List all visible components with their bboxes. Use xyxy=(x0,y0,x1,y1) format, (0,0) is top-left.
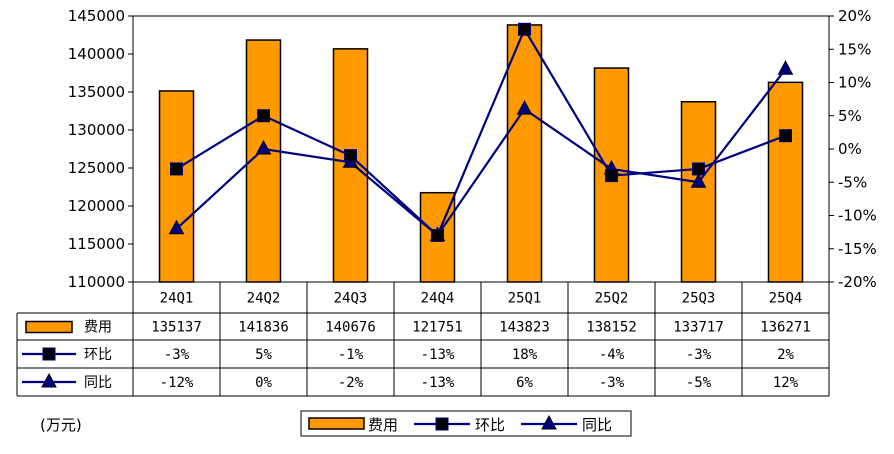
table-cell: -13% xyxy=(421,375,455,391)
row-header-环比: 环比 xyxy=(84,347,112,363)
table-cell: -2% xyxy=(338,375,364,391)
table-cell: 121751 xyxy=(412,320,463,336)
row-header-同比: 同比 xyxy=(84,375,112,391)
legend-label-line-square: 环比 xyxy=(475,416,505,434)
table-cell: -4% xyxy=(599,347,625,363)
legend-key-triangle-marker xyxy=(541,414,557,430)
y-tick-label: 130000 xyxy=(68,121,125,139)
table-cell: 135137 xyxy=(151,320,202,336)
table-cell: -5% xyxy=(686,375,712,391)
table-cell: 136271 xyxy=(760,320,811,336)
table-cell: 141836 xyxy=(238,320,289,336)
line-同比 xyxy=(175,68,787,238)
bar-24Q2 xyxy=(245,39,282,283)
point-环比-25Q4 xyxy=(779,129,792,143)
y2-tick-label: 20% xyxy=(838,7,871,25)
bars-layer xyxy=(158,24,804,283)
x-tick-label: 25Q4 xyxy=(769,291,803,307)
y-tick-label: 110000 xyxy=(68,273,125,291)
x-tick-label: 24Q2 xyxy=(247,291,281,307)
point-环比-25Q3 xyxy=(692,162,705,176)
table-cell: 5% xyxy=(255,347,272,363)
legend-label-bar: 费用 xyxy=(368,416,398,434)
point-环比-24Q3 xyxy=(344,149,357,163)
table-cell: 18% xyxy=(512,347,538,363)
table-cell: 140676 xyxy=(325,320,376,336)
table-cell: -12% xyxy=(160,375,194,391)
table-cell: -1% xyxy=(338,347,364,363)
row-key-triangle-marker xyxy=(41,372,57,388)
bar-25Q1 xyxy=(506,24,543,283)
unit-label: (万元) xyxy=(40,416,82,434)
legend-key-square-marker xyxy=(435,417,449,431)
legend: 费用 环比 同比 xyxy=(300,410,632,437)
legend-label-line-triangle: 同比 xyxy=(582,416,612,434)
y-tick-label: 135000 xyxy=(68,83,125,101)
y2-tick-label: -5% xyxy=(838,173,867,191)
row-header-费用: 费用 xyxy=(84,320,112,336)
y2-tick-label: -20% xyxy=(838,273,877,291)
y-tick-label: 140000 xyxy=(68,45,125,63)
lines-layer xyxy=(168,22,794,242)
x-tick-label: 25Q2 xyxy=(595,291,629,307)
row-key-bar xyxy=(25,320,73,334)
data-table: 24Q1 24Q2 24Q3 24Q4 25Q1 25Q2 25Q3 25Q4 费用 135137… xyxy=(16,281,830,397)
table-cell: 2% xyxy=(777,347,794,363)
point-同比-25Q1 xyxy=(516,100,533,115)
table-cell: -3% xyxy=(686,347,712,363)
line-环比 xyxy=(175,26,786,238)
table-cell: 133717 xyxy=(673,320,724,336)
table-cell: 6% xyxy=(516,375,533,391)
table-cell: 138152 xyxy=(586,320,637,336)
x-tick-label: 25Q1 xyxy=(508,291,542,307)
x-tick-label: 24Q4 xyxy=(421,291,455,307)
table-cell: 12% xyxy=(773,375,799,391)
point-环比-25Q2 xyxy=(605,169,618,183)
point-环比-24Q2 xyxy=(257,109,270,123)
point-同比-25Q4 xyxy=(777,60,794,75)
y2-tick-label: 5% xyxy=(838,107,862,125)
axes-layer: 110000 115000 120000 125000 130000 135000 1400… xyxy=(68,7,877,291)
y2-tick-label: 10% xyxy=(838,74,871,92)
table-cell: 143823 xyxy=(499,320,550,336)
bar-24Q1 xyxy=(158,90,195,283)
table-cell: -13% xyxy=(421,347,455,363)
y2-tick-label: 0% xyxy=(838,140,862,158)
bar-25Q3 xyxy=(680,101,717,283)
point-环比-24Q1 xyxy=(170,162,183,176)
point-同比-25Q3 xyxy=(690,173,707,188)
y2-tick-label: -10% xyxy=(838,207,877,225)
x-tick-label: 24Q3 xyxy=(334,291,368,307)
y-tick-label: 115000 xyxy=(68,235,125,253)
point-环比-24Q4 xyxy=(431,228,444,242)
table-cell: 0% xyxy=(255,375,272,391)
table-cell: -3% xyxy=(599,375,625,391)
legend-key-bar xyxy=(308,417,365,430)
row-key-square-marker xyxy=(42,347,56,361)
y2-tick-label: -15% xyxy=(838,240,877,258)
x-tick-label: 25Q3 xyxy=(682,291,716,307)
point-环比-25Q1 xyxy=(518,22,531,36)
bar-25Q4 xyxy=(767,81,804,283)
point-同比-24Q2 xyxy=(255,139,272,155)
point-同比-24Q1 xyxy=(168,219,185,235)
y-tick-label: 125000 xyxy=(68,159,125,177)
y-tick-label: 145000 xyxy=(68,7,125,25)
x-tick-label: 24Q1 xyxy=(160,291,194,307)
y2-tick-label: 15% xyxy=(838,40,871,58)
y-tick-label: 120000 xyxy=(68,197,125,215)
table-cell: -3% xyxy=(164,347,190,363)
